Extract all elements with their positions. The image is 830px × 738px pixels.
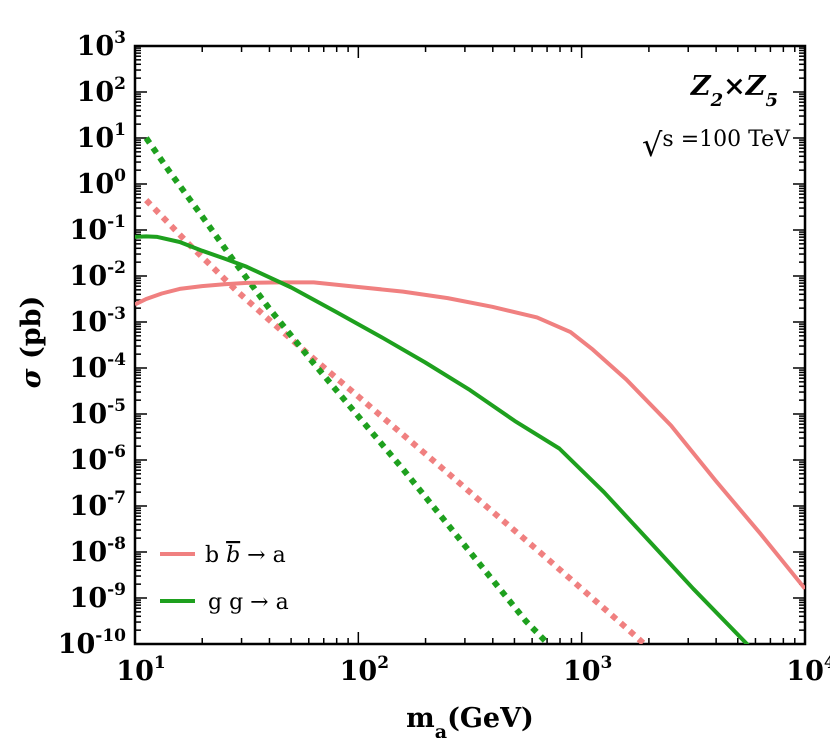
- y-tick-label: 103: [77, 28, 126, 62]
- y-axis-tick-labels: 10-10 10-9 10-8 10-7 10-6 10-5 10-4 10-3 10-2 10-…: [58, 28, 126, 660]
- series-bb-dotted: [144, 198, 647, 644]
- series-bb-solid: [135, 280, 805, 591]
- y-axis-title: σ (pb): [16, 296, 47, 389]
- series-layer: [135, 136, 805, 644]
- y-tick-label: 102: [77, 74, 126, 108]
- x-tick-label: 103: [563, 653, 612, 687]
- y-tick-label: 100: [77, 166, 127, 200]
- axis-ticks: [134, 46, 805, 645]
- y-tick-label: 10-10: [58, 626, 126, 660]
- y-tick-label: 10-7: [70, 488, 126, 522]
- y-tick-label: 10-5: [70, 396, 126, 430]
- y-tick-label: 10-9: [70, 580, 126, 614]
- plot-frame: [133, 44, 807, 646]
- legend: b b → a g g → a: [160, 543, 289, 615]
- y-tick-label: 10-1: [70, 212, 126, 246]
- series-gg-dotted: [143, 136, 551, 644]
- legend-label-gg: g g → a: [208, 590, 289, 615]
- x-tick-label: 104: [786, 653, 830, 687]
- legend-label-bb: b b → a: [205, 543, 286, 568]
- y-tick-label: 10-4: [70, 350, 127, 384]
- y-tick-label: 10-6: [70, 442, 126, 476]
- x-axis-title: ma(GeV): [406, 703, 534, 738]
- x-tick-label: 101: [116, 653, 165, 687]
- series-gg-solid: [135, 234, 750, 644]
- energy-annotation: √s =100 TeV: [642, 126, 791, 164]
- y-tick-label: 101: [77, 120, 126, 154]
- y-tick-label: 10-3: [70, 304, 126, 338]
- y-tick-label: 10-2: [70, 258, 126, 292]
- x-tick-label: 102: [340, 653, 389, 687]
- y-tick-label: 10-8: [70, 534, 126, 568]
- x-axis-tick-labels: 101 102 103 104: [116, 653, 830, 687]
- group-annotation: Z2×Z5: [690, 71, 778, 111]
